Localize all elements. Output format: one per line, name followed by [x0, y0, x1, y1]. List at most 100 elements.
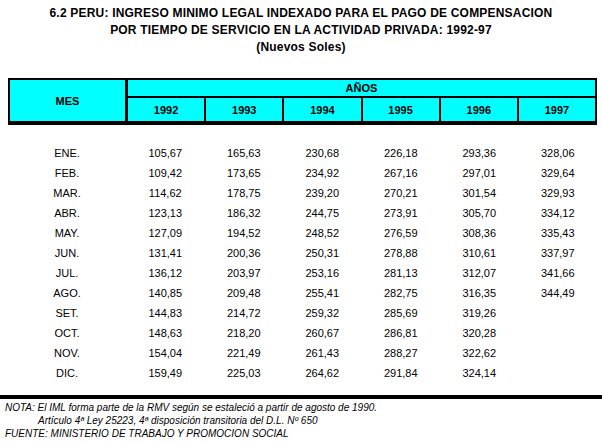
value-cell: 305,70 [440, 203, 519, 223]
table-row: MAR. 114,62 178,75 239,20 270,21 301,54 … [8, 183, 597, 203]
document-page: { "title": { "line1": "6.2 PERU: INGRESO… [0, 0, 602, 447]
table-row: AGO. 140,85 209,48 255,41 282,75 316,35 … [8, 283, 597, 303]
month-cell: DIC. [8, 363, 126, 383]
col-header-year-1992: 1992 [128, 98, 206, 121]
value-cell: 154,04 [126, 343, 205, 363]
footer-note-line2: Artículo 4ª Ley 25223, 4ª disposición tr… [5, 414, 599, 427]
table-row: JUL. 136,12 203,97 253,16 281,13 312,07 … [8, 263, 597, 283]
col-header-year-1997: 1997 [519, 98, 595, 121]
footer-notes: NOTA: El IML forma parte de la RMV según… [5, 401, 599, 440]
value-cell: 214,72 [205, 303, 284, 323]
value-cell: 319,26 [440, 303, 519, 323]
table-row: ENE. 105,67 165,63 230,68 226,18 293,36 … [8, 143, 597, 163]
value-cell: 140,85 [126, 283, 205, 303]
month-cell: JUN. [8, 243, 126, 263]
value-cell: 337,97 [519, 243, 598, 263]
col-header-mes: MES [10, 80, 128, 121]
month-cell: ENE. [8, 143, 126, 163]
value-cell: 148,63 [126, 323, 205, 343]
table-row: MAY. 127,09 194,52 248,52 276,59 308,36 … [8, 223, 597, 243]
footer-note-line1: NOTA: El IML forma parte de la RMV según… [5, 401, 599, 414]
value-cell: 344,49 [519, 283, 598, 303]
value-cell: 203,97 [205, 263, 284, 283]
value-cell: 281,13 [362, 263, 441, 283]
value-cell: 226,18 [362, 143, 441, 163]
value-cell: 328,06 [519, 143, 598, 163]
table-header: MES AÑOS 1992 1993 1994 1995 1996 1997 [8, 78, 597, 125]
value-cell: 109,42 [126, 163, 205, 183]
value-cell: 297,01 [440, 163, 519, 183]
value-cell: 329,64 [519, 163, 598, 183]
col-header-year-1995: 1995 [363, 98, 441, 121]
value-cell [519, 363, 598, 383]
value-cell: 293,36 [440, 143, 519, 163]
value-cell: 194,52 [205, 223, 284, 243]
value-cell: 291,84 [362, 363, 441, 383]
col-header-year-1994: 1994 [284, 98, 362, 121]
month-cell: MAR. [8, 183, 126, 203]
table-row: DIC. 159,49 225,03 264,62 291,84 324,14 [8, 363, 597, 383]
footer-divider [0, 395, 602, 399]
month-cell: OCT. [8, 323, 126, 343]
value-cell: 273,91 [362, 203, 441, 223]
value-cell: 248,52 [283, 223, 362, 243]
value-cell: 186,32 [205, 203, 284, 223]
value-cell: 200,36 [205, 243, 284, 263]
value-cell: 244,75 [283, 203, 362, 223]
value-cell: 165,63 [205, 143, 284, 163]
value-cell: 276,59 [362, 223, 441, 243]
value-cell: 301,54 [440, 183, 519, 203]
value-cell: 286,81 [362, 323, 441, 343]
value-cell: 105,67 [126, 143, 205, 163]
value-cell: 282,75 [362, 283, 441, 303]
month-cell: SET. [8, 303, 126, 323]
page-title: 6.2 PERU: INGRESO MINIMO LEGAL INDEXADO … [0, 5, 602, 56]
value-cell: 221,49 [205, 343, 284, 363]
col-header-anos: AÑOS [128, 80, 595, 98]
value-cell: 308,36 [440, 223, 519, 243]
value-cell: 253,16 [283, 263, 362, 283]
value-cell: 250,31 [283, 243, 362, 263]
value-cell: 255,41 [283, 283, 362, 303]
month-cell: NOV. [8, 343, 126, 363]
value-cell: 230,68 [283, 143, 362, 163]
value-cell: 341,66 [519, 263, 598, 283]
value-cell: 159,49 [126, 363, 205, 383]
value-cell: 316,35 [440, 283, 519, 303]
value-cell: 270,21 [362, 183, 441, 203]
page-title-units: (Nuevos Soles) [0, 39, 602, 56]
value-cell: 261,43 [283, 343, 362, 363]
value-cell: 136,12 [126, 263, 205, 283]
value-cell [519, 303, 598, 323]
value-cell: 320,28 [440, 323, 519, 343]
value-cell: 234,92 [283, 163, 362, 183]
value-cell: 324,14 [440, 363, 519, 383]
table-row: NOV. 154,04 221,49 261,43 288,27 322,62 [8, 343, 597, 363]
month-cell: ABR. [8, 203, 126, 223]
value-cell: 173,65 [205, 163, 284, 183]
table-row: FEB. 109,42 173,65 234,92 267,16 297,01 … [8, 163, 597, 183]
value-cell [519, 343, 598, 363]
table-row: JUN. 131,41 200,36 250,31 278,88 310,61 … [8, 243, 597, 263]
value-cell: 335,43 [519, 223, 598, 243]
month-cell: JUL. [8, 263, 126, 283]
value-cell [519, 323, 598, 343]
value-cell: 288,27 [362, 343, 441, 363]
value-cell: 209,48 [205, 283, 284, 303]
table-body: ENE. 105,67 165,63 230,68 226,18 293,36 … [8, 143, 597, 383]
value-cell: 239,20 [283, 183, 362, 203]
value-cell: 218,20 [205, 323, 284, 343]
month-cell: MAY. [8, 223, 126, 243]
col-header-year-1993: 1993 [206, 98, 284, 121]
value-cell: 114,62 [126, 183, 205, 203]
value-cell: 310,61 [440, 243, 519, 263]
month-cell: AGO. [8, 283, 126, 303]
value-cell: 278,88 [362, 243, 441, 263]
value-cell: 264,62 [283, 363, 362, 383]
col-header-year-1996: 1996 [441, 98, 519, 121]
value-cell: 267,16 [362, 163, 441, 183]
value-cell: 123,13 [126, 203, 205, 223]
page-title-line2: POR TIEMPO DE SERVICIO EN LA ACTIVIDAD P… [0, 22, 602, 39]
value-cell: 225,03 [205, 363, 284, 383]
value-cell: 312,07 [440, 263, 519, 283]
